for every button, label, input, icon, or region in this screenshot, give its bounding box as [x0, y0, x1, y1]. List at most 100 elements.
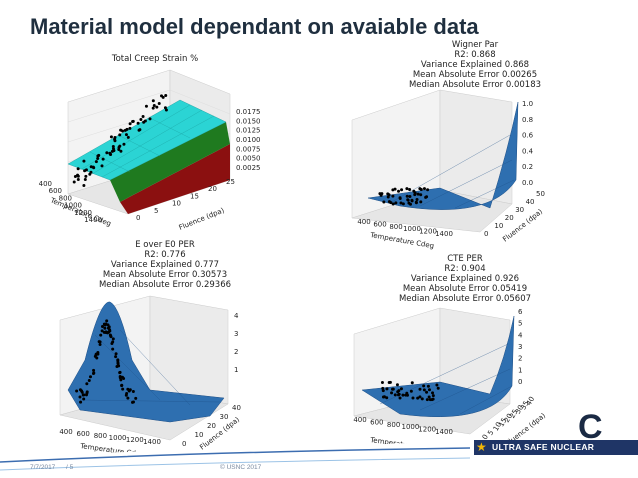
e-over-e0-data-point [79, 400, 83, 404]
logo-text: ULTRA SAFE NUCLEAR [492, 442, 595, 452]
creep-data-point [122, 142, 126, 146]
wigner-title-line-2: R2: 0.868 [454, 50, 496, 60]
e-over-e0-z-tick: 2 [234, 348, 238, 356]
creep-data-point [164, 94, 168, 98]
wigner-data-point [425, 195, 429, 199]
cte-data-point [399, 387, 403, 391]
e-over-e0-x-tick: 600 [77, 430, 90, 438]
cte-title-line-2: R2: 0.904 [444, 264, 486, 274]
cte-x-tick: 600 [370, 418, 383, 426]
creep-y-label: Fluence (dpa) [178, 206, 226, 232]
cte-data-point [431, 391, 435, 395]
wigner-x-tick: 600 [373, 220, 386, 228]
e-over-e0-z-tick: 3 [234, 330, 238, 338]
footer-date: 7/7/2017 [30, 464, 56, 471]
cte-title-line-1: CTE PER [447, 254, 483, 264]
wigner-y-tick: 0 [484, 230, 488, 238]
e-over-e0-data-point [126, 396, 130, 400]
cte-data-point [428, 398, 432, 402]
wigner-data-point [408, 188, 412, 192]
creep-z-tick: 0.0050 [236, 155, 261, 163]
cte-y-tick: 15 [497, 417, 508, 429]
cte-data-point [409, 389, 413, 393]
e-over-e0-data-point [91, 372, 95, 376]
e-over-e0-data-point [81, 393, 85, 397]
wigner-x-tick: 1000 [403, 225, 421, 233]
creep-surface-mesh [79, 104, 215, 178]
cte-z-tick: 1 [518, 366, 522, 374]
cte-z-tick: 6 [518, 308, 523, 316]
wigner-data-point [419, 193, 423, 197]
creep-z-tick: 0.0175 [236, 108, 261, 116]
e-over-e0-data-point [114, 355, 118, 359]
e-over-e0-y-tick: 40 [232, 404, 241, 412]
e-over-e0-data-point [124, 393, 128, 397]
wigner-data-point [405, 187, 409, 191]
cte-data-point [431, 397, 435, 401]
creep-data-point [151, 99, 155, 103]
e-over-e0-data-point [120, 375, 124, 379]
e-over-e0-y-tick: 10 [195, 431, 204, 439]
e-over-e0-data-point [103, 326, 107, 330]
cte-data-point [395, 383, 399, 387]
cte-title-line-5: Median Absolute Error 0.05607 [398, 294, 532, 304]
e-over-e0-x-tick: 400 [59, 428, 72, 436]
cte-x-tick: 400 [353, 416, 366, 424]
wigner-data-point [399, 201, 403, 205]
e-over-e0-data-point [92, 368, 96, 372]
creep-data-point [128, 122, 132, 126]
wigner-z-tick: 0.2 [522, 163, 533, 171]
e-over-e0-data-point [100, 325, 104, 329]
wigner-data-point [405, 194, 409, 198]
cte-x-tick: 800 [387, 421, 400, 429]
cte-y-tick: 40 [525, 395, 536, 407]
creep-x-tick: 1200 [74, 209, 92, 217]
cte-z-tick: 0 [518, 378, 522, 386]
cte-data-point [391, 387, 395, 391]
creep-z-tick: 0.0100 [236, 136, 261, 144]
wigner-z-tick: 0.0 [522, 179, 533, 187]
creep-data-point [73, 175, 77, 179]
cte-data-point [427, 395, 431, 399]
cte-data-point [418, 387, 422, 391]
e-over-e0-data-point [88, 375, 92, 379]
wigner-y-tick: 20 [505, 214, 514, 222]
creep-data-point [164, 108, 168, 112]
wigner-data-point [401, 202, 405, 206]
creep-data-point [117, 147, 121, 151]
creep-data-point [157, 101, 161, 105]
cte-data-point [422, 384, 426, 388]
cte-surface-mesh [379, 343, 513, 415]
creep-plot-title: Total Creep Strain % [30, 54, 280, 64]
wigner-data-point [391, 194, 395, 198]
cte-title-line-3: Variance Explained 0.926 [410, 274, 520, 284]
wigner-data-point [389, 201, 393, 205]
cte-z-tick: 5 [518, 320, 522, 328]
e-over-e0-data-point [109, 334, 113, 338]
creep-data-point [124, 133, 128, 137]
cte-z-tick: 2 [518, 355, 522, 363]
e-over-e0-data-points [75, 319, 138, 404]
creep-data-point [105, 151, 109, 155]
cte-x-tick: 1400 [435, 428, 453, 436]
cte-data-point [381, 395, 385, 399]
footer-page: / 5 [66, 464, 74, 471]
creep-x-tick: 800 [59, 194, 72, 202]
wigner-data-point [382, 200, 386, 204]
cte-data-point [390, 391, 394, 395]
cte-data-point [385, 396, 389, 400]
creep-data-point [141, 114, 145, 118]
e-over-e0-data-point [98, 343, 102, 347]
e-over-e0-data-point [85, 391, 89, 395]
cte-data-point [436, 386, 440, 390]
creep-data-point [100, 164, 104, 168]
creep-data-point [84, 174, 88, 178]
cte-data-point [401, 393, 405, 397]
e-over-e0-data-point [118, 371, 122, 375]
wigner-x-tick: 1200 [419, 228, 437, 236]
e-over-e0-plot: E over E0 PER R2: 0.776 Variance Explain… [40, 240, 290, 459]
cte-title-line-4: Mean Absolute Error 0.05419 [402, 284, 528, 294]
wigner-data-point [426, 188, 430, 192]
wigner-surface [367, 101, 519, 210]
